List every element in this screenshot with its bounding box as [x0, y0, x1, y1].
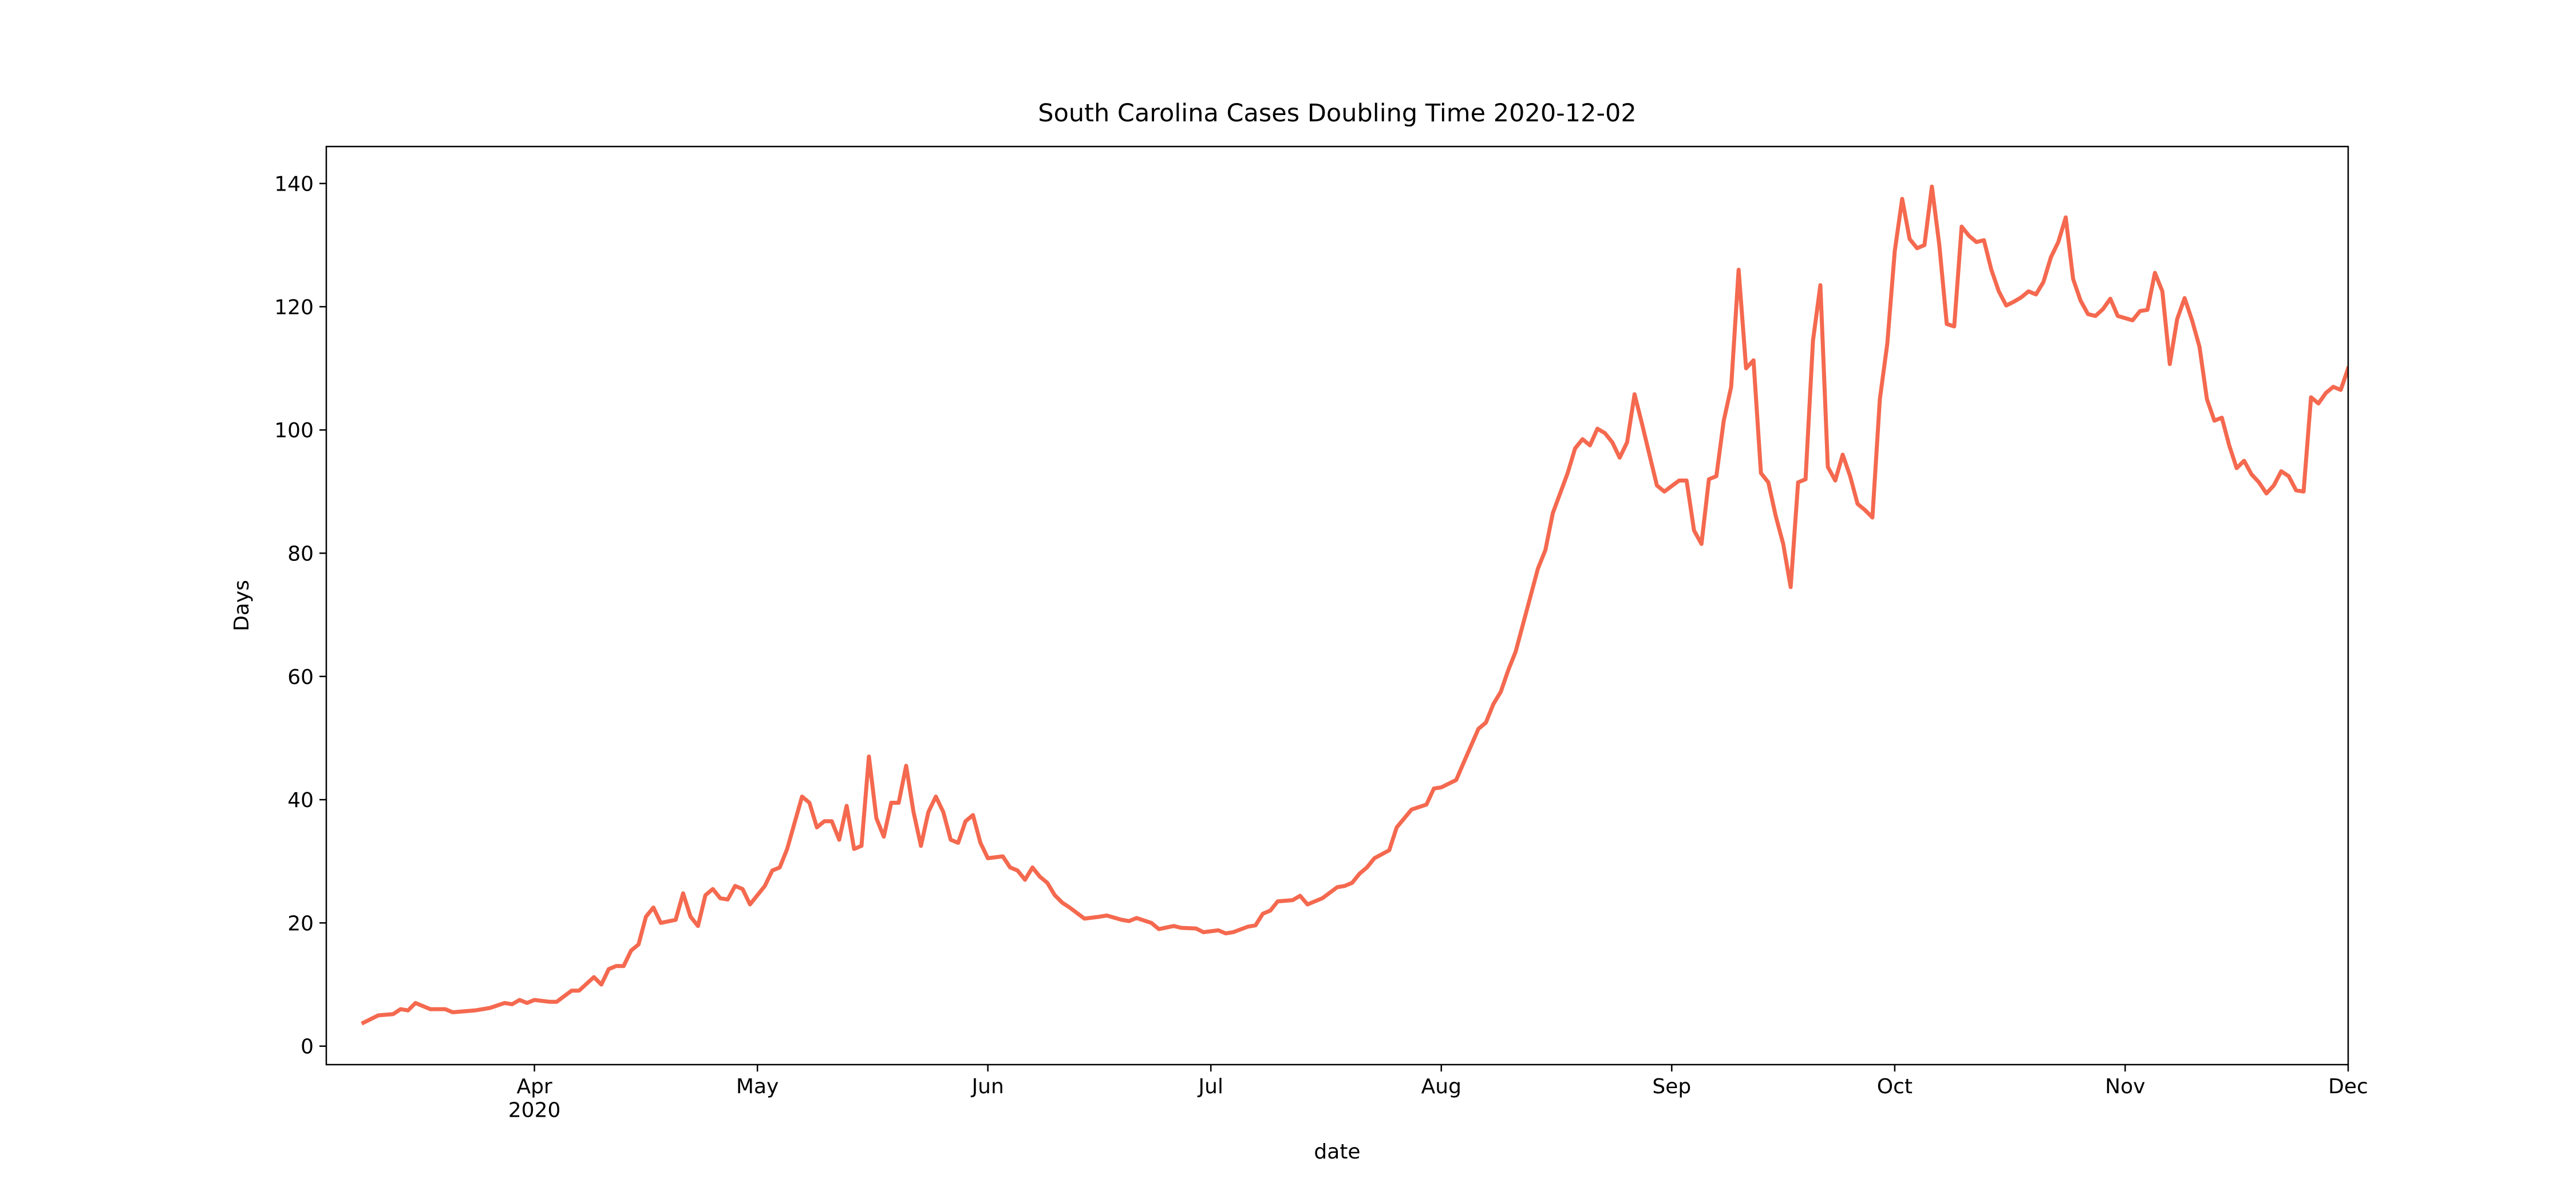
x-tick-label: Jun	[971, 1075, 1004, 1098]
x-tick-label: Nov	[2105, 1075, 2145, 1098]
x-tick-label: Sep	[1652, 1075, 1691, 1098]
y-tick-label: 120	[274, 296, 314, 319]
x-axis-label: date	[1314, 1140, 1360, 1164]
x-tick-label: Jul	[1198, 1075, 1223, 1098]
y-tick-label: 40	[287, 789, 314, 812]
y-tick-label: 100	[274, 419, 314, 442]
y-tick-label: 0	[301, 1035, 314, 1059]
y-tick-label: 20	[287, 912, 314, 935]
y-tick-label: 60	[287, 666, 314, 689]
plot-frame	[325, 145, 2349, 1066]
chart-title: South Carolina Cases Doubling Time 2020-…	[1038, 99, 1636, 128]
y-tick-label: 80	[287, 542, 314, 566]
data-line	[361, 184, 2348, 1026]
x-tick-label: Oct	[1877, 1075, 1913, 1098]
y-axis-label: Days	[230, 580, 254, 631]
x-tick-label: Apr 2020	[508, 1075, 561, 1122]
x-tick-label: Dec	[2328, 1075, 2368, 1098]
x-tick-label: Aug	[1421, 1075, 1461, 1098]
x-tick-label: May	[736, 1075, 779, 1098]
y-tick-label: 140	[274, 173, 314, 196]
